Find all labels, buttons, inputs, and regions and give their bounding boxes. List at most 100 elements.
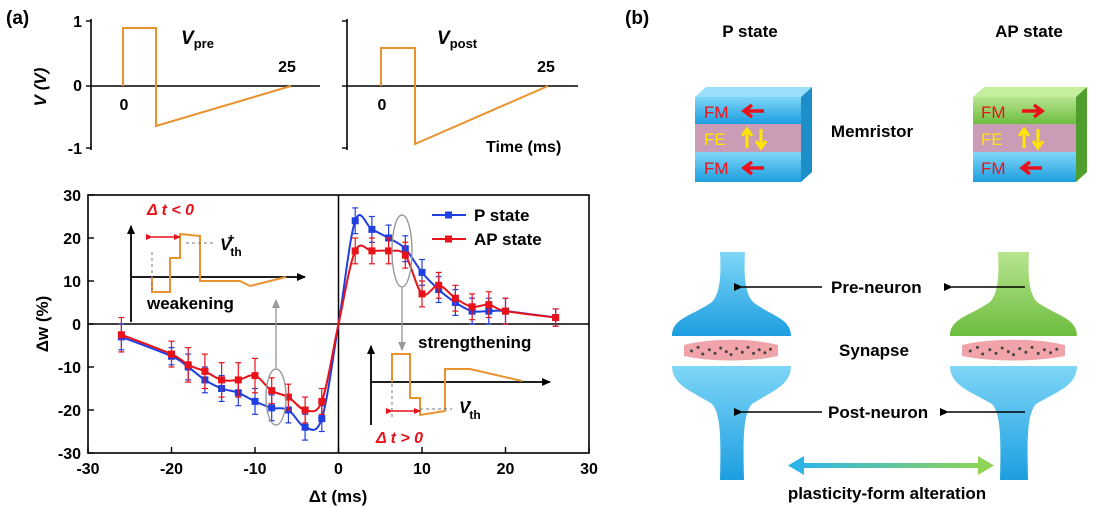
vesicle-dot	[1042, 348, 1046, 352]
vesicle-dot	[768, 347, 772, 351]
p-fe-label: FE	[704, 130, 726, 149]
post-tick-0: 0	[378, 97, 387, 114]
ap-state-point	[268, 387, 276, 395]
vesicle-dot	[994, 351, 998, 355]
plasticity-double-arrow	[788, 456, 994, 475]
y-tick-label: -20	[58, 403, 81, 420]
ap-state-point	[552, 314, 560, 322]
p-fm-bottom-arrow-left-icon	[741, 160, 764, 176]
vth-plus-label: Vth+	[220, 231, 242, 259]
p-state-point	[268, 404, 276, 412]
ap-fm-top-arrow-right-icon	[1022, 103, 1045, 119]
post-neuron-label: Post-neuron	[828, 403, 928, 422]
p-state-point	[418, 268, 426, 276]
panel-b-diagram: P state AP state FM FE FM Memristor	[672, 22, 1087, 503]
ap-state-line	[121, 244, 556, 413]
x-tick-label: 10	[413, 461, 431, 478]
ap-state-point	[485, 301, 493, 309]
ap-state-point	[435, 281, 443, 289]
vesicle-dot	[1049, 351, 1053, 355]
vesicle-dot	[1055, 347, 1059, 351]
dt-positive-label: Δ t > 0	[375, 430, 423, 447]
neuron-synapse-right	[950, 252, 1077, 480]
vesicle-dot	[740, 350, 744, 354]
left-post-neuron-shape	[672, 366, 791, 480]
ap-state-point	[401, 251, 409, 259]
pulse-ytick-1: 1	[73, 14, 82, 31]
p-state-point	[301, 423, 309, 431]
memristor-label: Memristor	[831, 122, 914, 141]
y-tick-label: 10	[63, 274, 81, 291]
ap-state-point	[351, 247, 359, 255]
right-synapse-shape	[962, 339, 1065, 361]
vesicle-dot	[1018, 347, 1022, 351]
y-tick-label: 20	[63, 231, 81, 248]
x-tick-label: 0	[334, 461, 343, 478]
ap-state-point	[318, 397, 326, 405]
ap-fm-top-label: FM	[981, 103, 1006, 122]
p-state-point	[318, 415, 326, 423]
post-waveform	[380, 47, 549, 146]
y-tick-label: -30	[58, 446, 81, 463]
vesicle-dot	[757, 348, 761, 352]
left-pre-neuron-shape	[672, 252, 791, 336]
post-tick-25: 25	[537, 59, 555, 76]
vesicle-dot	[763, 351, 767, 355]
p-fe-arrow-down-icon	[754, 129, 768, 151]
legend-label-p-state: P state	[474, 206, 529, 225]
vesicle-dot	[701, 352, 705, 356]
vesicle-dot	[1006, 350, 1010, 354]
vesicle-dot	[975, 345, 979, 349]
ap-state-point	[284, 393, 292, 401]
highlight-ellipse-negative	[265, 368, 287, 426]
pulse-panels: V (V) 1 0 -1 Vpre 0 25 Vpost 0 25 Time (…	[31, 14, 578, 158]
x-tick-label: -30	[76, 461, 99, 478]
p-state-point	[351, 217, 359, 225]
vesicle-dot	[1030, 345, 1034, 349]
right-post-neuron-shape	[950, 366, 1077, 480]
p-fm-bottom-label: FM	[704, 159, 729, 178]
ap-fe-label: FE	[981, 130, 1003, 149]
panel-a-label: (a)	[6, 8, 29, 29]
post-name: Vpost	[437, 28, 478, 51]
pulse-ytick-neg1: -1	[68, 141, 82, 158]
vth-minus-label: Vth-	[459, 394, 481, 422]
ap-fe-arrow-down-icon	[1031, 129, 1045, 151]
x-tick-label: 20	[497, 461, 515, 478]
memristor-p-state: FM FE FM	[695, 87, 812, 182]
x-tick-label: 30	[580, 461, 598, 478]
ap-state-label: AP state	[995, 22, 1063, 41]
p-state-point	[368, 225, 376, 233]
weakening-waveform	[151, 232, 287, 293]
vesicle-dot	[729, 353, 733, 357]
p-state-label: P state	[722, 22, 777, 41]
vesicle-dot	[735, 347, 739, 351]
highlight-ellipse-positive	[391, 214, 413, 288]
ap-state-point	[168, 350, 175, 358]
right-pre-neuron-shape	[950, 252, 1077, 336]
p-fe-arrow-up-icon	[740, 126, 754, 148]
x-axis-label: Δt (ms)	[309, 487, 368, 506]
legend-label-ap-state: AP state	[474, 230, 542, 249]
pre-tick-25: 25	[278, 59, 296, 76]
ap-state-point	[385, 247, 393, 255]
legend: P state AP state	[432, 206, 542, 249]
ap-fm-bottom-label: FM	[981, 159, 1006, 178]
plasticity-alteration-label: plasticity-form alteration	[788, 484, 986, 503]
neuron-synapse-left	[672, 252, 791, 480]
pre-waveform	[122, 27, 292, 128]
vesicle-dot	[719, 346, 723, 350]
inset-strengthening: Δ t > 0 Vth- strengthening	[367, 333, 551, 447]
pre-neuron-label: Pre-neuron	[831, 278, 922, 297]
x-tick-label: -10	[243, 461, 266, 478]
weakening-label: weakening	[146, 294, 234, 313]
ap-state-point	[234, 376, 242, 384]
memristor-ap-state: FM FE FM	[973, 87, 1087, 182]
x-tick-label: -20	[160, 461, 183, 478]
vesicle-dot	[746, 345, 750, 349]
y-tick-label: 30	[63, 188, 81, 205]
ap-state-point	[201, 367, 209, 375]
ap-state-point	[184, 361, 192, 369]
ap-fm-bottom-arrow-left-icon	[1019, 160, 1042, 176]
